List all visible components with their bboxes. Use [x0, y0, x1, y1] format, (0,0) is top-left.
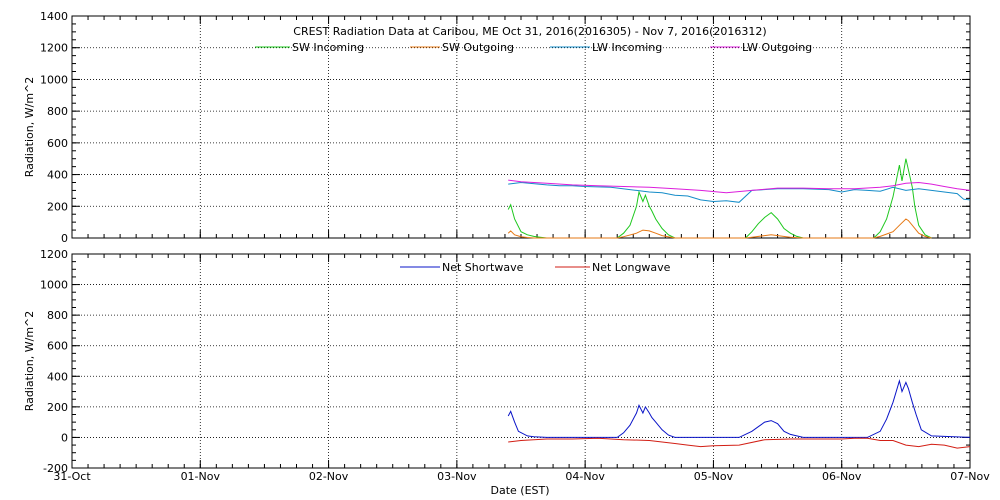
y-tick-label: 200: [47, 200, 68, 213]
y-tick-label: 200: [47, 401, 68, 414]
legend-label-sw-in: SW Incoming: [292, 41, 364, 54]
plot-frame: [71, 253, 971, 469]
legend-label-lw-out: LW Outgoing: [742, 41, 812, 54]
series-line-lw-in: [508, 181, 971, 203]
x-tick-label: 31-Oct: [53, 470, 91, 483]
y-tick-label: 400: [47, 169, 68, 182]
y-tick-label: 800: [47, 105, 68, 118]
chart-title: CREST Radiation Data at Caribou, ME Oct …: [293, 25, 766, 38]
plot-frame: [71, 15, 971, 239]
bottom-y-axis-label: Radiation, W/m^2: [23, 311, 36, 412]
series-line-sw-in: [507, 158, 932, 239]
y-tick-label: 1000: [40, 279, 68, 292]
y-tick-label: -200: [43, 462, 68, 475]
legend-label-sw-out: SW Outgoing: [442, 41, 514, 54]
x-tick-label: 03-Nov: [437, 470, 477, 483]
legend-label-net-lw: Net Longwave: [592, 261, 671, 274]
x-tick-label: 06-Nov: [822, 470, 862, 483]
y-tick-label: 600: [47, 137, 68, 150]
y-tick-label: 0: [61, 232, 68, 245]
series-line-lw-out: [508, 179, 971, 194]
x-tick-label: 05-Nov: [694, 470, 734, 483]
x-tick-label: 07-Nov: [950, 470, 990, 483]
x-tick-label: 01-Nov: [181, 470, 221, 483]
y-tick-label: 1200: [40, 42, 68, 55]
bottom-panel: -200 0 200 400 600 800 1000 1200 31-Oct 01-Nov 02-…: [40, 248, 990, 483]
series-line-net-sw: [507, 378, 971, 438]
y-tick-label: 1200: [40, 248, 68, 261]
series-line-sw-out: [507, 218, 932, 239]
y-tick-label: 0: [61, 431, 68, 444]
y-tick-label: 600: [47, 340, 68, 353]
legend-label-lw-in: LW Incoming: [592, 41, 662, 54]
x-tick-label: 02-Nov: [309, 470, 349, 483]
top-y-axis-label: Radiation, W/m^2: [23, 77, 36, 178]
y-tick-label: 400: [47, 370, 68, 383]
y-tick-label: 1400: [40, 10, 68, 23]
top-panel: 0 200 400 600 800 1000 1200 1400 SW Incoming SW O…: [40, 10, 971, 245]
legend-label-net-sw: Net Shortwave: [442, 261, 524, 274]
x-tick-label: 04-Nov: [565, 470, 605, 483]
y-tick-label: 800: [47, 309, 68, 322]
x-axis-label: Date (EST): [490, 484, 549, 497]
y-tick-label: 1000: [40, 73, 68, 86]
series-line-net-lw: [508, 437, 971, 449]
